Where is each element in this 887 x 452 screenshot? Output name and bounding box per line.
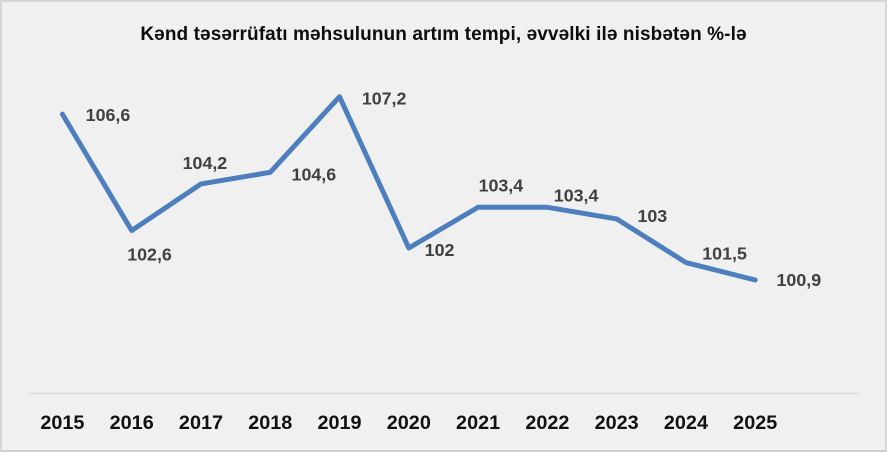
data-point-label: 100,9 [777, 270, 822, 290]
x-axis-tick-label: 2015 [40, 412, 84, 434]
chart-title: Kənd təsərrüfatı məhsulunun artım tempi,… [140, 24, 747, 45]
x-axis-tick-label: 2024 [664, 412, 708, 434]
data-point-label: 103,4 [479, 175, 524, 195]
trend-line [59, 94, 758, 283]
x-axis-tick-label: 2022 [525, 412, 569, 434]
x-axis-tick-label: 2023 [595, 412, 639, 434]
data-point-label: 103,4 [554, 185, 599, 205]
x-axis-tick-label: 2020 [387, 412, 431, 434]
x-axis-tick-label: 2017 [179, 412, 223, 434]
x-axis-tick-label: 2016 [110, 412, 154, 434]
data-point-label: 102,6 [127, 244, 172, 264]
x-axis-tick-label: 2019 [317, 412, 361, 434]
data-point-label: 104,6 [292, 164, 337, 184]
data-point-label: 101,5 [702, 244, 747, 264]
x-axis-tick-label: 2018 [248, 412, 292, 434]
x-axis-tick-label: 2025 [733, 412, 777, 434]
data-point-label: 102 [425, 240, 455, 260]
data-point-label: 103 [637, 206, 667, 226]
data-point-label: 106,6 [86, 105, 131, 125]
x-axis-tick-label: 2021 [456, 412, 500, 434]
data-point-label: 107,2 [362, 89, 407, 109]
data-point-label: 104,2 [183, 153, 228, 173]
